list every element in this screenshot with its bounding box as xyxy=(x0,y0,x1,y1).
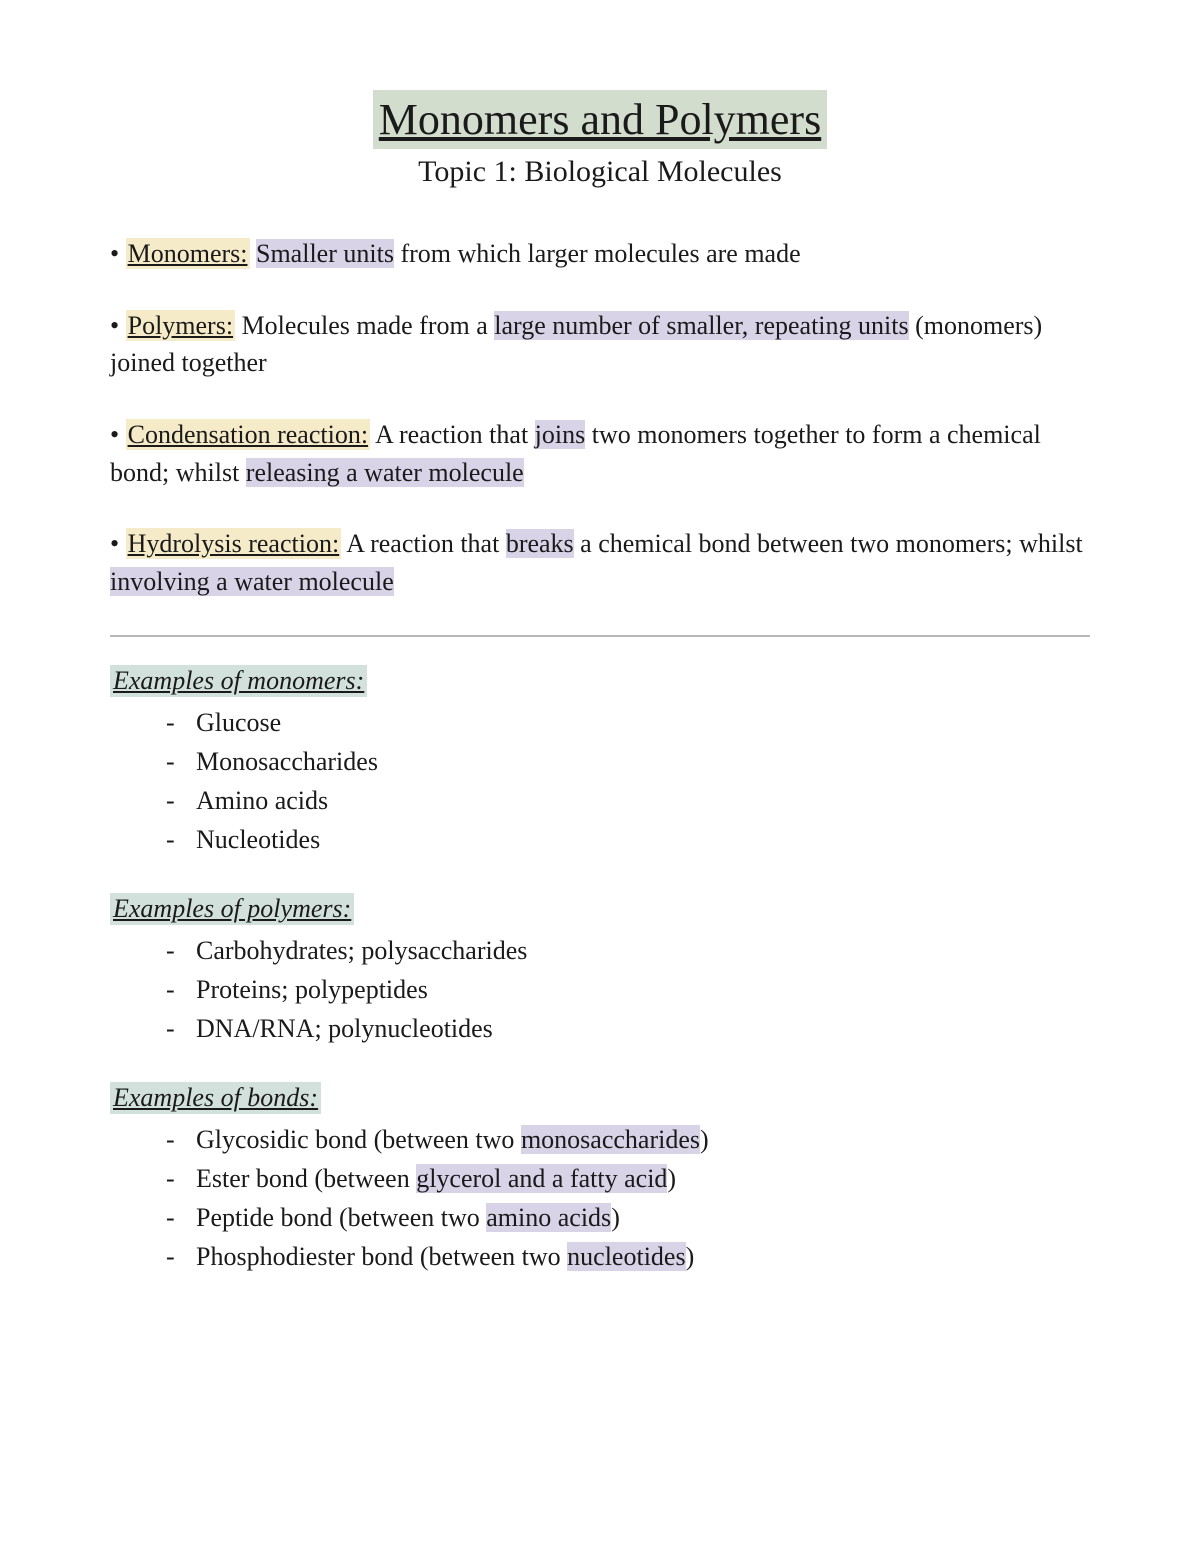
list-item-text: Phosphodiester bond (between two xyxy=(196,1242,567,1271)
definition-text: breaks xyxy=(506,529,574,558)
list-item: Glucose xyxy=(110,703,1090,742)
title-block: Monomers and Polymers Topic 1: Biologica… xyxy=(110,90,1090,189)
list-item-text: Ester bond (between xyxy=(196,1164,416,1193)
definition-text: joins xyxy=(535,420,586,449)
divider xyxy=(110,635,1090,637)
definition-item: • Condensation reaction: A reaction that… xyxy=(110,416,1090,491)
list-item-text: ) xyxy=(700,1125,709,1154)
list-item-text: amino acids xyxy=(486,1203,611,1232)
list-item: Nucleotides xyxy=(110,820,1090,859)
list-item: DNA/RNA; polynucleotides xyxy=(110,1009,1090,1048)
definition-text: A reaction that xyxy=(370,420,535,449)
definition-term: Condensation reaction: xyxy=(126,419,370,450)
definition-text: large number of smaller, repeating units xyxy=(494,311,908,340)
definition-item: • Polymers: Molecules made from a large … xyxy=(110,307,1090,382)
section-list: Glycosidic bond (between two monosacchar… xyxy=(110,1120,1090,1276)
definitions-block: • Monomers: Smaller units from which lar… xyxy=(110,235,1090,601)
definition-text: from which larger molecules are made xyxy=(394,239,801,268)
definition-text: a chemical bond between two monomers; wh… xyxy=(574,529,1083,558)
definition-term: Monomers: xyxy=(126,238,250,269)
list-item-text: glycerol and a fatty acid xyxy=(416,1164,667,1193)
list-item-text: Glycosidic bond (between two xyxy=(196,1125,521,1154)
list-item-text: DNA/RNA; polynucleotides xyxy=(196,1014,493,1043)
list-item-text: Peptide bond (between two xyxy=(196,1203,486,1232)
section-list: Carbohydrates; polysaccharides Proteins; … xyxy=(110,931,1090,1048)
list-item: Ester bond (between glycerol and a fatty… xyxy=(110,1159,1090,1198)
list-item-text: ) xyxy=(611,1203,620,1232)
bullet: • xyxy=(110,311,126,340)
definition-text: involving a water molecule xyxy=(110,567,394,596)
definition-item: • Hydrolysis reaction: A reaction that b… xyxy=(110,525,1090,600)
bullet: • xyxy=(110,420,126,449)
definition-text: releasing a water molecule xyxy=(246,458,524,487)
page-subtitle: Topic 1: Biological Molecules xyxy=(110,155,1090,189)
definition-text: A reaction that xyxy=(341,529,506,558)
bullet: • xyxy=(110,239,126,268)
list-item-text: Carbohydrates; polysaccharides xyxy=(196,936,527,965)
list-item-text: nucleotides xyxy=(567,1242,685,1271)
definition-item: • Monomers: Smaller units from which lar… xyxy=(110,235,1090,273)
section-heading: Examples of polymers: xyxy=(110,893,354,925)
bullet: • xyxy=(110,529,126,558)
definition-text: Smaller units xyxy=(256,239,394,268)
list-item: Proteins; polypeptides xyxy=(110,970,1090,1009)
section-list: Glucose Monosaccharides Amino acids Nucleot… xyxy=(110,703,1090,859)
list-item: Monosaccharides xyxy=(110,742,1090,781)
sections-block: Examples of monomers: Glucose Monosacchari… xyxy=(110,665,1090,1276)
section-heading: Examples of monomers: xyxy=(110,665,367,697)
list-item-text: Proteins; polypeptides xyxy=(196,975,428,1004)
list-item: Phosphodiester bond (between two nucleot… xyxy=(110,1237,1090,1276)
list-item-text: ) xyxy=(686,1242,695,1271)
list-item-text: Nucleotides xyxy=(196,825,320,854)
list-item-text: Glucose xyxy=(196,708,281,737)
page-title: Monomers and Polymers xyxy=(373,90,827,149)
list-item: Carbohydrates; polysaccharides xyxy=(110,931,1090,970)
list-item-text: monosaccharides xyxy=(521,1125,700,1154)
list-item-text: Monosaccharides xyxy=(196,747,378,776)
list-item: Glycosidic bond (between two monosacchar… xyxy=(110,1120,1090,1159)
definition-term: Hydrolysis reaction: xyxy=(126,528,342,559)
list-item: Peptide bond (between two amino acids) xyxy=(110,1198,1090,1237)
section-heading: Examples of bonds: xyxy=(110,1082,321,1114)
list-item: Amino acids xyxy=(110,781,1090,820)
definition-text: Molecules made from a xyxy=(235,311,494,340)
list-item-text: ) xyxy=(667,1164,676,1193)
list-item-text: Amino acids xyxy=(196,786,328,815)
definition-term: Polymers: xyxy=(126,310,235,341)
document-page: Monomers and Polymers Topic 1: Biologica… xyxy=(0,0,1200,1553)
